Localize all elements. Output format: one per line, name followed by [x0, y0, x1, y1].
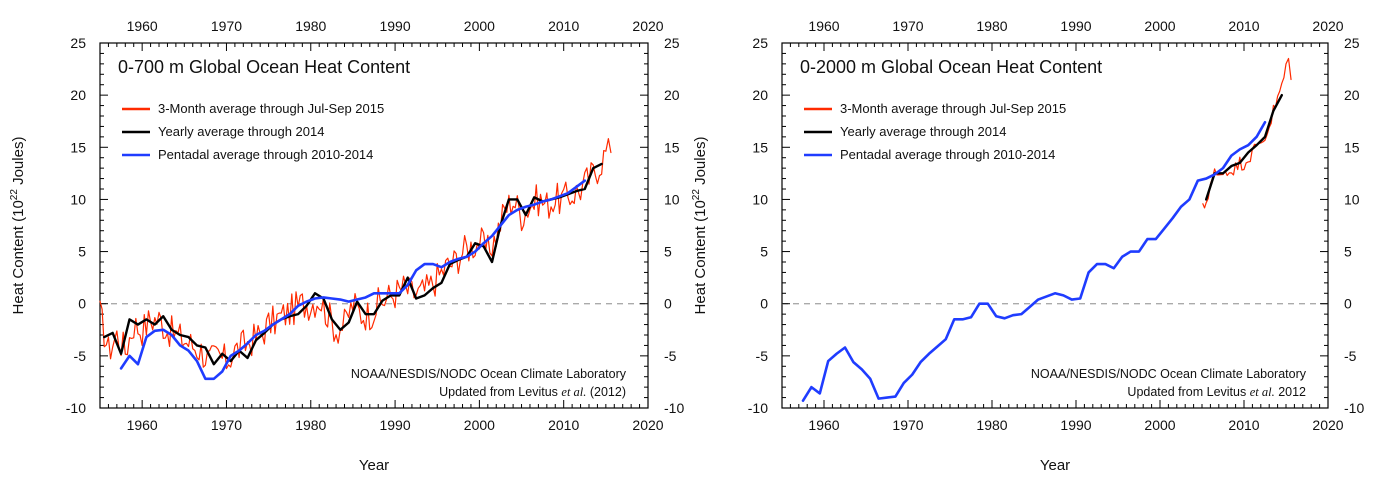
x-tick-label: 1970 [892, 417, 923, 433]
y-axis-title-main: Heat Content (10 [692, 200, 709, 314]
x-tick-label-top: 1980 [295, 18, 326, 34]
x-tick-label-top: 1990 [379, 18, 410, 34]
y-tick-label-right: -5 [1344, 348, 1357, 364]
y-tick-label-right: 15 [664, 139, 680, 155]
y-tick-label: 10 [752, 191, 768, 207]
y-tick-label: -5 [74, 348, 87, 364]
legend-label: Yearly average through 2014 [158, 124, 324, 139]
series-line-yearly [1205, 93, 1283, 201]
y-tick-label: 20 [752, 87, 768, 103]
credit-line-2-end: 2012 [1275, 385, 1306, 399]
credit-line-2-text: Updated from Levitus [439, 385, 561, 399]
x-tick-label: 1970 [211, 417, 242, 433]
y-tick-label: 10 [70, 191, 86, 207]
series-line-three-month [99, 138, 612, 370]
x-tick-label-top: 2020 [1312, 18, 1343, 34]
x-tick-label-top: 1960 [808, 18, 839, 34]
x-tick-label-top: 1980 [976, 18, 1007, 34]
legend-label: Pentadal average through 2010-2014 [840, 147, 1055, 162]
y-axis-title-unit: Joules) [10, 137, 27, 190]
credit-line-1: NOAA/NESDIS/NODC Ocean Climate Laborator… [351, 367, 627, 381]
chart-panel-2: 1960196019701970198019801990199020002000… [691, 18, 1364, 474]
x-tick-label: 2000 [1144, 417, 1175, 433]
y-tick-label: -10 [748, 400, 768, 416]
y-tick-label-right: 0 [1344, 296, 1352, 312]
x-tick-label-top: 2010 [548, 18, 579, 34]
x-axis-title: Year [359, 457, 389, 474]
y-axis-title-unit: Joules) [692, 137, 709, 190]
x-tick-label-top: 2010 [1228, 18, 1259, 34]
y-tick-label-right: 5 [664, 244, 672, 260]
y-tick-label-right: 25 [664, 35, 680, 51]
y-tick-label: 20 [70, 87, 86, 103]
y-tick-label: 0 [760, 296, 768, 312]
y-tick-label-right: 5 [1344, 244, 1352, 260]
y-tick-label-right: 25 [1344, 35, 1360, 51]
y-tick-label: 0 [78, 296, 86, 312]
series-line-pentadal [801, 120, 1267, 402]
plot-frame [99, 42, 649, 409]
x-tick-label: 1990 [379, 417, 410, 433]
y-tick-label-right: 10 [664, 191, 680, 207]
y-tick-label-right: 0 [664, 296, 672, 312]
x-tick-label: 2010 [548, 417, 579, 433]
series-line-pentadal [119, 179, 587, 381]
y-tick-label-right: -10 [664, 400, 684, 416]
y-tick-label: 25 [70, 35, 86, 51]
x-axis-title: Year [1040, 457, 1070, 474]
y-tick-label: 5 [78, 244, 86, 260]
x-tick-label: 2000 [464, 417, 495, 433]
y-tick-label-right: 15 [1344, 139, 1360, 155]
credit-line-1: NOAA/NESDIS/NODC Ocean Climate Laborator… [1031, 367, 1307, 381]
y-tick-label: 15 [70, 139, 86, 155]
x-tick-label: 1960 [808, 417, 839, 433]
plot-frame [781, 42, 1329, 409]
x-tick-label-top: 1970 [211, 18, 242, 34]
x-tick-label: 2020 [632, 417, 663, 433]
y-axis-title: Heat Content (1022 Joules) [691, 137, 709, 315]
y-axis-title-exponent: 22 [691, 189, 702, 201]
y-tick-label: 5 [760, 244, 768, 260]
x-tick-label: 1990 [1060, 417, 1091, 433]
y-tick-label-right: 20 [1344, 87, 1360, 103]
y-tick-label-right: -10 [1344, 400, 1364, 416]
credit-line-2: Updated from Levitus et al. (2012) [439, 385, 626, 399]
y-tick-label: -10 [66, 400, 86, 416]
chart-title: 0-2000 m Global Ocean Heat Content [800, 57, 1102, 77]
legend-label: Yearly average through 2014 [840, 124, 1006, 139]
legend-label: 3-Month average through Jul-Sep 2015 [840, 101, 1066, 116]
x-tick-label: 2010 [1228, 417, 1259, 433]
y-tick-label-right: 20 [664, 87, 680, 103]
y-axis-title-main: Heat Content (10 [10, 200, 27, 314]
legend-label: 3-Month average through Jul-Sep 2015 [158, 101, 384, 116]
chart-title: 0-700 m Global Ocean Heat Content [118, 57, 410, 77]
x-tick-label: 1960 [127, 417, 158, 433]
y-tick-label-right: 10 [1344, 191, 1360, 207]
y-axis-title-exponent: 22 [9, 189, 20, 201]
y-tick-label: 15 [752, 139, 768, 155]
y-tick-label-right: -5 [664, 348, 677, 364]
legend-label: Pentadal average through 2010-2014 [158, 147, 373, 162]
y-tick-label: -5 [756, 348, 769, 364]
x-tick-label: 1980 [295, 417, 326, 433]
y-tick-label: 25 [752, 35, 768, 51]
series-line-yearly [103, 162, 603, 366]
credit-line-2-text: Updated from Levitus [1127, 385, 1249, 399]
credit-line-2-italic: et al. [561, 385, 586, 399]
chart-panel-1: 1960196019701970198019801990199020002000… [9, 18, 684, 474]
x-tick-label-top: 2000 [464, 18, 495, 34]
x-tick-label-top: 1960 [127, 18, 158, 34]
x-tick-label: 1980 [976, 417, 1007, 433]
x-tick-label-top: 2020 [632, 18, 663, 34]
y-axis-title: Heat Content (1022 Joules) [9, 137, 27, 315]
credit-line-2-end: (2012) [586, 385, 626, 399]
credit-line-2-italic: et al. [1250, 385, 1275, 399]
x-tick-label-top: 2000 [1144, 18, 1175, 34]
x-tick-label: 2020 [1312, 417, 1343, 433]
credit-line-2: Updated from Levitus et al. 2012 [1127, 385, 1306, 399]
x-tick-label-top: 1970 [892, 18, 923, 34]
x-tick-label-top: 1990 [1060, 18, 1091, 34]
